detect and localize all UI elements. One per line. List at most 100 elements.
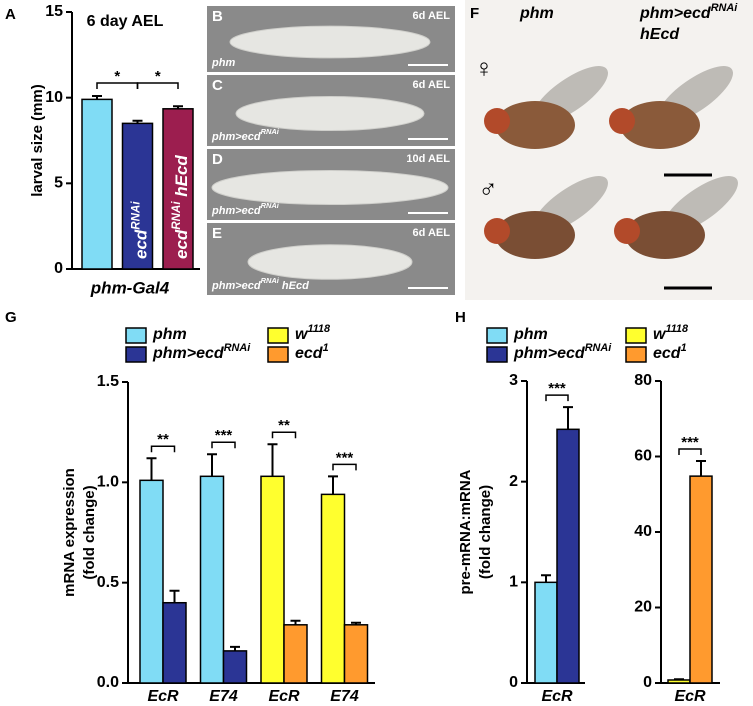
error-bar [290, 619, 301, 625]
error-bar [230, 645, 240, 651]
time-label: 6d AEL [413, 227, 451, 239]
legend-swatch [125, 346, 147, 363]
bar [121, 122, 154, 270]
legend-label-part: 1 [681, 342, 687, 354]
fly-eye [484, 108, 510, 134]
error-bar [563, 406, 573, 430]
legend-label: ecd1 [653, 342, 687, 362]
error-bar [267, 443, 278, 477]
legend-label-part: phm>ecd [513, 345, 586, 362]
column-title: phm [519, 5, 554, 22]
error-bar [696, 460, 706, 477]
column-title: phm>ecdRNAi [639, 2, 738, 22]
bar [667, 679, 691, 684]
legend-label: w1118 [295, 323, 331, 343]
y-tick-label: 1 [509, 574, 518, 591]
panel-letter: B [212, 8, 223, 25]
panel-letter: E [212, 225, 222, 242]
genotype-label-part: phm>ecd [211, 205, 261, 217]
x-tick-label: E74 [209, 688, 238, 705]
y-tick-label: 3 [509, 372, 518, 389]
fly-body [495, 211, 575, 259]
significance-label: *** [681, 434, 699, 451]
y-axis-label: pre-mRNA:mRNA [457, 469, 474, 594]
error-bar [132, 119, 143, 124]
genotype-label-part: RNAi [261, 127, 280, 136]
legend-swatch [267, 327, 289, 344]
y-tick-label: 2 [509, 473, 518, 490]
panel-letter: F [470, 5, 479, 22]
bar-label: ecdRNAi hEcd [171, 155, 191, 259]
larva-body [235, 95, 425, 132]
bar [139, 479, 164, 684]
genotype-label-part: RNAi [261, 276, 280, 285]
legend-label-part: 1118 [307, 323, 331, 335]
genotype-label: phm>ecdRNAi hEcd [211, 276, 309, 291]
significance-label: *** [215, 427, 233, 444]
larva-body [229, 25, 431, 59]
time-label: 6d AEL [413, 79, 451, 91]
y-tick-label: 5 [54, 175, 63, 192]
significance-label: ** [278, 417, 290, 434]
y-axis-label: mRNA expression [61, 468, 78, 597]
y-tick-label: 0 [643, 674, 652, 691]
column-title: hEcd [640, 26, 680, 43]
legend-label-part: w [653, 326, 667, 343]
legend-label-part: RNAi [585, 342, 613, 354]
x-tick-label: EcR [147, 688, 179, 705]
bar [534, 581, 558, 684]
y-tick-label: 15 [45, 3, 63, 20]
y-axis-label: (fold change) [477, 485, 494, 579]
error-bar [351, 621, 361, 625]
legend-swatch [486, 327, 508, 344]
legend-swatch [267, 346, 289, 363]
bar [199, 475, 225, 684]
genotype-label-part: phm>ecd [211, 280, 261, 292]
significance-label: *** [548, 380, 566, 397]
x-tick-label: EcR [674, 688, 706, 705]
error-bar [173, 105, 183, 109]
larva-body [247, 244, 413, 280]
bar [343, 624, 369, 684]
genotype-label: phm>ecdRNAi [211, 127, 280, 142]
genotype-label-part: hEcd [279, 280, 309, 292]
genotype-label: phm [211, 57, 235, 69]
column-title-part: phm [519, 5, 554, 22]
error-bar [207, 453, 217, 477]
error-bar [146, 457, 157, 481]
larva-body [211, 169, 449, 206]
column-title-part: RNAi [711, 2, 739, 14]
significance-bracket [271, 431, 297, 439]
legend-label-part: RNAi [224, 342, 252, 354]
fly-eye [484, 218, 510, 244]
time-label: 6d AEL [413, 10, 451, 22]
fly-body [495, 101, 575, 149]
significance-label: *** [336, 449, 354, 466]
bar [81, 98, 113, 270]
y-tick-label: 40 [634, 523, 652, 540]
y-tick-label: 20 [634, 599, 652, 616]
bar [222, 650, 248, 684]
bar [689, 475, 713, 684]
significance-bracket [211, 441, 236, 449]
bar [260, 475, 285, 684]
y-axis-label: larval size (mm) [29, 84, 46, 197]
legend-label-part: ecd [295, 345, 324, 362]
fly-eye [609, 108, 635, 134]
legend-label-part: 1 [323, 342, 329, 354]
photo-background [465, 0, 753, 300]
y-tick-label: 80 [634, 372, 652, 389]
chart-title: 6 day AEL [87, 13, 164, 30]
significance-bracket [545, 394, 569, 402]
bar-label-part: hEcd [172, 155, 191, 202]
sex-symbol: ♀ [474, 53, 494, 83]
significance-bracket [136, 82, 179, 89]
y-tick-label: 0.5 [97, 574, 119, 591]
legend-swatch [125, 327, 147, 344]
time-label: 10d AEL [406, 153, 450, 165]
panel-letter: C [212, 77, 223, 94]
error-bar [169, 589, 180, 603]
significance-bracket [678, 448, 702, 456]
legend-label-part: ecd [653, 345, 682, 362]
